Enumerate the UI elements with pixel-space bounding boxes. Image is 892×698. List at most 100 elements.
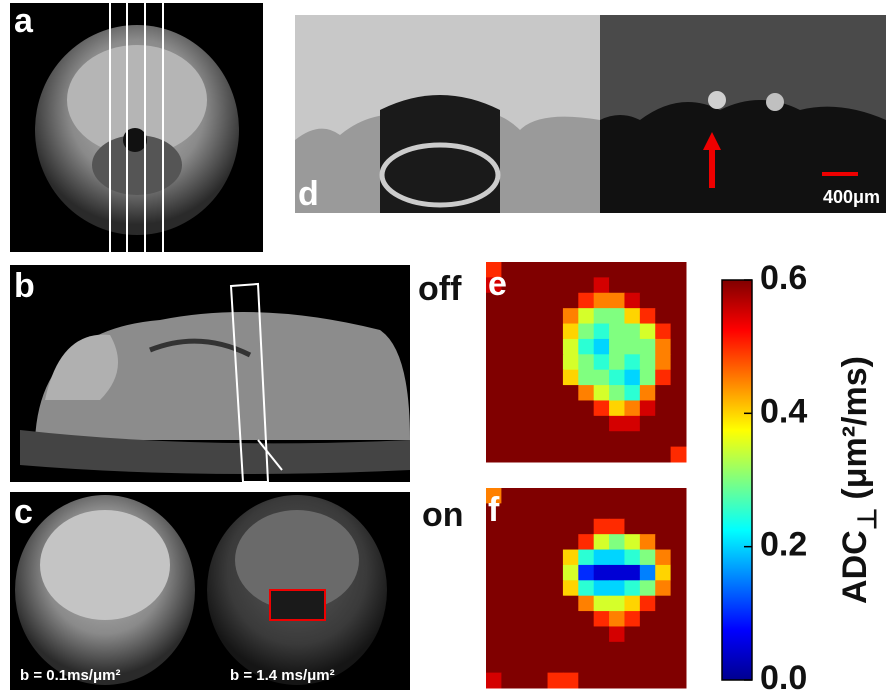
heatmap-cell bbox=[517, 277, 533, 293]
heatmap-cell bbox=[609, 324, 625, 340]
heatmap-cell bbox=[609, 447, 625, 463]
heatmap-cell bbox=[655, 534, 671, 550]
heatmap-cell bbox=[578, 431, 594, 447]
heatmap-cell bbox=[578, 565, 594, 581]
heatmap-cell bbox=[548, 262, 564, 278]
heatmap-cell bbox=[548, 488, 564, 504]
heatmap-cell bbox=[517, 550, 533, 566]
heatmap-cell bbox=[671, 565, 687, 581]
heatmap-cell bbox=[594, 385, 610, 401]
heatmap-cell bbox=[671, 293, 687, 309]
heatmap-cell bbox=[563, 370, 579, 386]
heatmap-cell bbox=[578, 550, 594, 566]
heatmap-cell bbox=[671, 534, 687, 550]
heatmap-cell bbox=[640, 262, 656, 278]
side-label: on bbox=[422, 496, 464, 534]
heatmap-cell bbox=[609, 370, 625, 386]
heatmap-cell bbox=[501, 503, 517, 519]
heatmap-cell bbox=[624, 550, 640, 566]
heatmap-cell bbox=[532, 385, 548, 401]
heatmap-cell bbox=[548, 534, 564, 550]
heatmap-cell bbox=[578, 519, 594, 535]
heatmap-cell bbox=[532, 354, 548, 370]
heatmap-cell bbox=[640, 596, 656, 612]
heatmap-cell bbox=[609, 262, 625, 278]
heatmap-cell bbox=[563, 262, 579, 278]
heatmap-cell bbox=[501, 354, 517, 370]
heatmap-cell bbox=[517, 488, 533, 504]
heatmap-cell bbox=[486, 416, 502, 432]
heatmap-cell bbox=[563, 642, 579, 658]
heatmap-cell bbox=[548, 503, 564, 519]
heatmap-cell bbox=[640, 673, 656, 689]
heatmap-cell bbox=[671, 488, 687, 504]
heatmap-cell bbox=[532, 642, 548, 658]
heatmap-cell bbox=[671, 354, 687, 370]
heatmap-cell bbox=[624, 519, 640, 535]
heatmap-cell bbox=[501, 488, 517, 504]
heatmap-cell bbox=[609, 519, 625, 535]
heatmap-cell bbox=[563, 293, 579, 309]
heatmap-cell bbox=[624, 277, 640, 293]
heatmap-cell bbox=[517, 370, 533, 386]
heatmap-cell bbox=[517, 611, 533, 627]
heatmap-cell bbox=[486, 370, 502, 386]
panel-b: b bbox=[10, 265, 410, 482]
heatmap-cell bbox=[532, 673, 548, 689]
heatmap-cell bbox=[532, 416, 548, 432]
heatmap-cell bbox=[594, 431, 610, 447]
roi-box bbox=[270, 590, 325, 620]
heatmap-cell bbox=[671, 580, 687, 596]
heatmap-cell bbox=[640, 626, 656, 642]
heatmap-cell bbox=[578, 370, 594, 386]
heatmap-cell bbox=[578, 339, 594, 355]
heatmap-cell bbox=[640, 339, 656, 355]
heatmap-cell bbox=[563, 657, 579, 673]
heatmap-cell bbox=[578, 642, 594, 658]
heatmap-cell bbox=[517, 385, 533, 401]
caption: b = 0.1ms/μm² bbox=[20, 667, 120, 684]
heatmap-cell bbox=[594, 277, 610, 293]
heatmap-cell bbox=[624, 626, 640, 642]
heatmap-cell bbox=[501, 400, 517, 416]
heatmap-cell bbox=[655, 293, 671, 309]
heatmap-cell bbox=[594, 611, 610, 627]
tick-label: 0.4 bbox=[760, 392, 807, 430]
heatmap-cell bbox=[624, 596, 640, 612]
heatmap-cell bbox=[578, 277, 594, 293]
heatmap-cell bbox=[501, 580, 517, 596]
heatmap-cell bbox=[578, 400, 594, 416]
heatmap-cell bbox=[532, 565, 548, 581]
heatmap-cell bbox=[609, 550, 625, 566]
heatmap-cell bbox=[655, 611, 671, 627]
heatmap-cell bbox=[563, 611, 579, 627]
heatmap-cell bbox=[517, 262, 533, 278]
heatmap-cell bbox=[655, 626, 671, 642]
heatmap-cell bbox=[655, 673, 671, 689]
heatmap-cell bbox=[486, 642, 502, 658]
heatmap-cell bbox=[624, 308, 640, 324]
heatmap-cell bbox=[563, 431, 579, 447]
heatmap-cell bbox=[532, 308, 548, 324]
heatmap-cell bbox=[563, 626, 579, 642]
heatmap-cell bbox=[563, 324, 579, 340]
heatmap-cell bbox=[548, 611, 564, 627]
heatmap-cell bbox=[624, 262, 640, 278]
heatmap-cell bbox=[578, 534, 594, 550]
heatmap-cell bbox=[640, 488, 656, 504]
heatmap-cell bbox=[671, 642, 687, 658]
heatmap-cell bbox=[548, 447, 564, 463]
heatmap-cell bbox=[548, 642, 564, 658]
heatmap-cell bbox=[594, 642, 610, 658]
heatmap-cell bbox=[594, 673, 610, 689]
heatmap-cell bbox=[609, 596, 625, 612]
heatmap-cell bbox=[501, 673, 517, 689]
heatmap-cell bbox=[501, 565, 517, 581]
heatmap-cell bbox=[501, 385, 517, 401]
heatmap-cell bbox=[655, 370, 671, 386]
heatmap-cell bbox=[578, 262, 594, 278]
heatmap-cell bbox=[563, 503, 579, 519]
tick-label: 0.6 bbox=[760, 259, 807, 297]
heatmap-cell bbox=[655, 354, 671, 370]
heatmap-cell bbox=[517, 503, 533, 519]
